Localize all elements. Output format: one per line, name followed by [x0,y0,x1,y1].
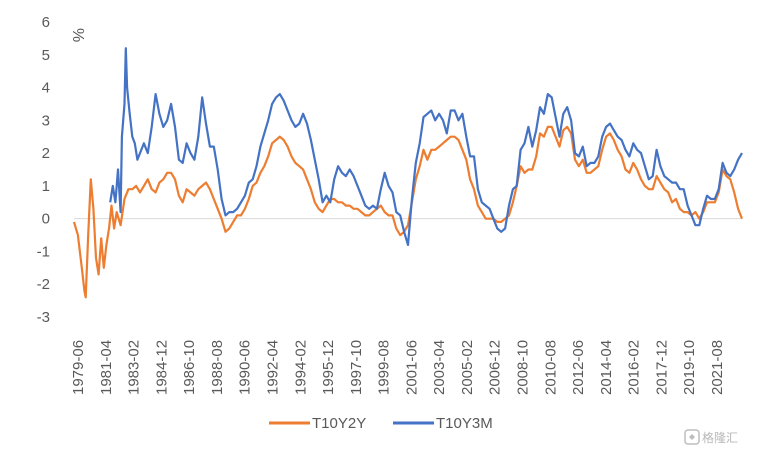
x-tick-label: 2012-06 [570,340,587,395]
x-tick-label: 2008-10 [515,340,532,395]
y-tick-label: 6 [42,14,50,31]
x-tick-label: 2005-02 [459,340,476,395]
x-tick-label: 1979-06 [70,340,87,395]
x-tick-label: 1984-12 [153,340,170,395]
y-tick-label: 5 [42,47,50,64]
legend-item-t10y3m: T10Y3M [393,415,493,432]
x-tick-label: 1988-08 [209,340,226,395]
y-axis-unit-label: % [69,28,86,42]
y-tick-label: -3 [37,309,50,326]
x-tick-label: 2021-08 [709,340,726,395]
watermark: 格隆汇 [684,429,738,445]
x-tick-label: 2019-10 [681,340,698,395]
legend-label-t10y2y: T10Y2Y [312,415,366,432]
x-tick-label: 1995-12 [320,340,337,395]
x-tick-label: 2016-02 [626,340,643,395]
y-tick-label: 4 [42,80,50,97]
y-axis-tick-labels: -3 -2 -1 0 1 2 3 4 5 6 [37,14,50,326]
x-tick-label: 1990-06 [237,340,254,395]
x-tick-label: 2014-04 [598,340,615,395]
x-tick-label: 2017-12 [653,340,670,395]
y-tick-label: 1 [42,178,50,195]
x-tick-label: 2001-06 [403,340,420,395]
x-tick-label: 1999-08 [376,340,393,395]
x-tick-label: 2010-08 [542,340,559,395]
x-tick-label: 1994-02 [292,340,309,395]
x-tick-label: 2003-04 [431,340,448,395]
y-tick-label: -2 [37,276,50,293]
legend: T10Y2Y T10Y3M [269,415,493,432]
series-line-t10y3m [109,47,743,246]
y-tick-label: 2 [42,145,50,162]
watermark-text: 格隆汇 [702,430,738,445]
x-axis-tick-labels: 1979-06 1981-04 1983-02 1984-12 1986-10 1988-… [70,340,726,395]
x-tick-label: 1981-04 [98,340,115,395]
x-tick-label: 1983-02 [126,340,143,395]
x-tick-label: 1986-10 [181,340,198,395]
x-tick-label: 2006-12 [487,340,504,395]
legend-label-t10y3m: T10Y3M [436,415,493,432]
series-layer [72,47,744,299]
legend-item-t10y2y: T10Y2Y [269,415,366,432]
x-tick-label: 1997-10 [348,340,365,395]
y-tick-label: 0 [42,211,50,228]
y-tick-label: -1 [37,243,50,260]
x-tick-label: 1992-04 [264,340,281,395]
series-line-t10y2y [72,125,744,299]
watermark-logo-icon [684,429,700,445]
y-tick-label: 3 [42,112,50,129]
